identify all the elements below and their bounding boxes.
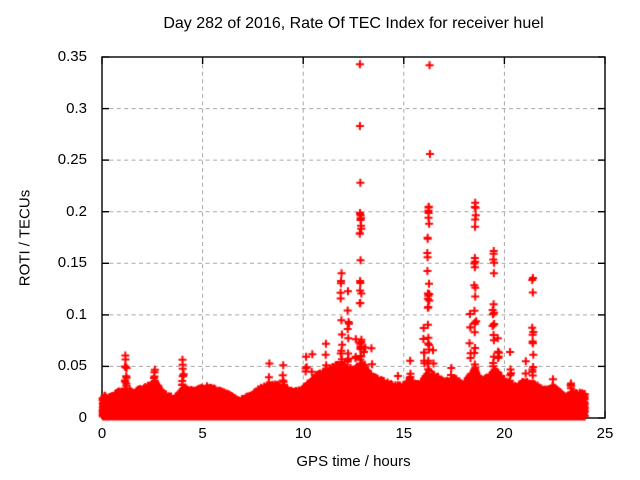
x-tick-label: 15 — [395, 425, 413, 442]
x-tick-label: 20 — [496, 425, 513, 442]
x-axis-label: GPS time / hours — [296, 453, 411, 470]
x-tick-label: 0 — [97, 425, 107, 442]
x-tick-label: 10 — [294, 425, 312, 442]
y-tick-label: 0.15 — [57, 254, 87, 272]
y-tick-label: 0.25 — [57, 151, 87, 169]
y-axis-label: ROTI / TECUs — [16, 189, 34, 287]
y-tick-label: 0.3 — [66, 99, 87, 117]
y-tick-label: 0.2 — [66, 202, 87, 220]
y-tick-label: 0.35 — [57, 48, 87, 65]
y-tick-label: 0.05 — [57, 357, 87, 375]
y-tick-label: 0 — [78, 409, 87, 426]
x-tick-label: 5 — [198, 425, 207, 442]
x-tick-label: 25 — [596, 425, 614, 442]
y-tick-label: 0.1 — [66, 305, 87, 323]
